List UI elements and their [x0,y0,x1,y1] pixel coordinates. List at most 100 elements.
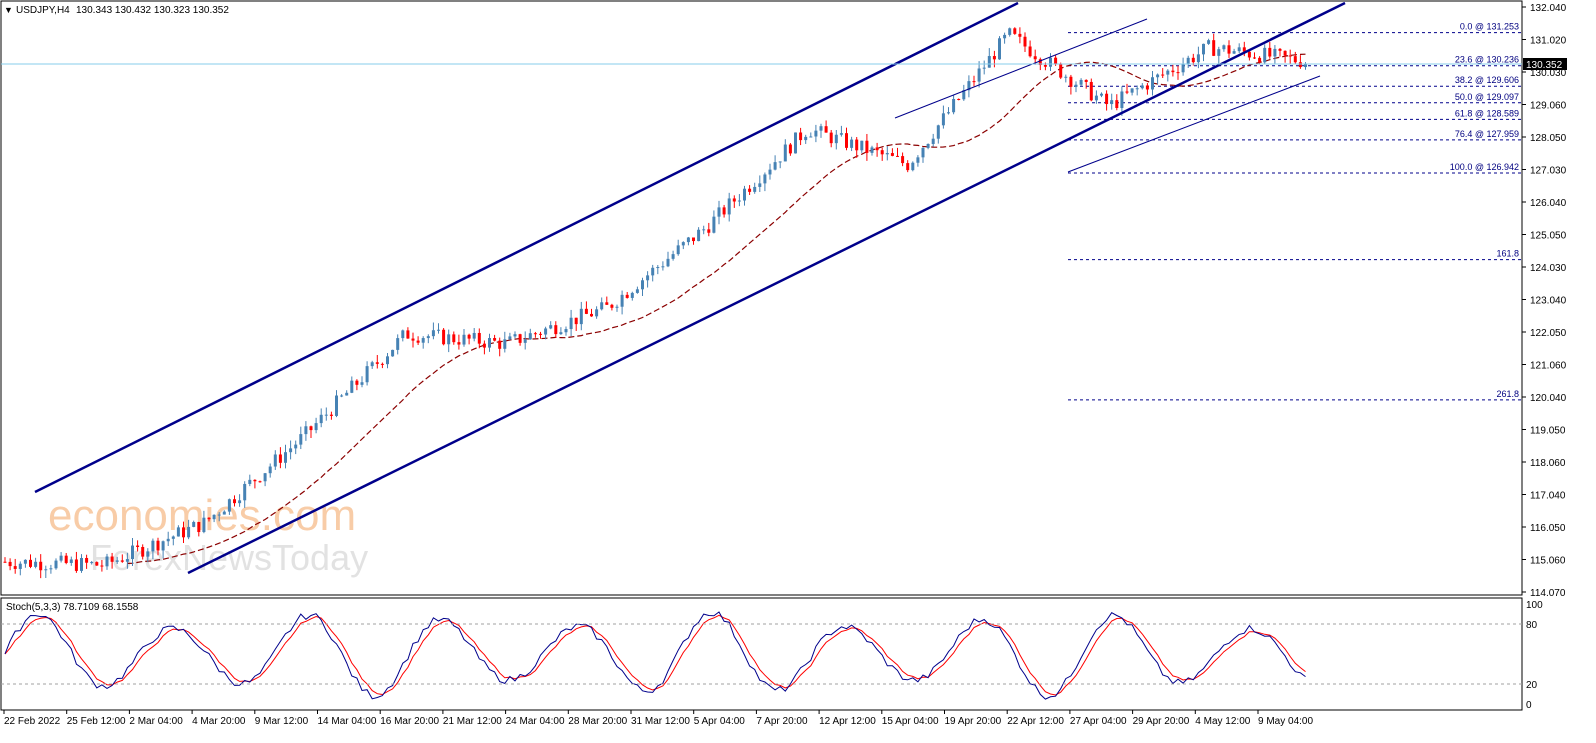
time-axis-label: 9 May 04:00 [1258,716,1313,727]
candle-body [865,140,869,153]
candle-body [80,557,83,571]
candle-body [1166,70,1170,75]
fib-level-label: 161.8 [1496,249,1519,259]
stoch-level-label: 100 [1526,600,1543,611]
candle-body [421,338,425,343]
candle-body [299,434,303,445]
candle-body [411,338,415,341]
fib-level-label: 0.0 @ 131.253 [1460,22,1519,32]
price-axis-label: 121.060 [1530,361,1567,372]
candle-body [1130,88,1134,93]
time-axis-label: 24 Mar 04:00 [506,716,565,727]
candle-body [1089,81,1093,101]
candle-body [1105,93,1109,105]
candle-body [630,292,634,298]
candle-body [105,556,109,567]
candle-body [783,144,787,162]
fib-level-label: 261.8 [1496,389,1519,399]
candle-body [528,333,532,340]
candle-body [1028,46,1032,57]
candle-body [355,380,359,385]
candle-body [692,237,695,242]
candle-body [1293,56,1297,63]
candle-body [482,343,486,348]
candle-body [59,555,63,561]
candle-body [1033,56,1037,60]
candle-body [227,499,231,512]
candle-body [875,147,879,151]
moving-average-line [127,53,1306,564]
candle-body [1207,40,1211,44]
candle-body [778,161,782,163]
candle-body [202,517,206,533]
candle-body [314,423,318,431]
candle-body [804,136,808,141]
candle-body [686,237,690,243]
candle-body [1079,79,1083,85]
candle-body [182,527,185,538]
candle-body [1120,91,1124,109]
candle-body [1038,59,1042,66]
candle-body [8,561,12,567]
time-axis-label: 29 Apr 20:00 [1133,716,1190,727]
candle-body [1171,70,1175,73]
candle-body [360,382,364,385]
candle-body [64,555,68,563]
candle-body [253,479,257,482]
candle-body [890,153,894,156]
candle-body [610,304,614,308]
candle-body [544,328,548,335]
candle-body [574,317,578,325]
candle-body [697,229,701,242]
candle-body [365,366,369,383]
header-arrow-icon: ▼ [4,5,13,15]
candle-body [1283,50,1287,56]
candle-body [29,559,32,567]
candle-body [936,125,940,139]
candle-body [151,540,155,552]
candle-body [1298,62,1302,68]
price-axis-label: 125.050 [1530,231,1567,242]
candle-body [1222,45,1226,50]
candle-body [386,356,389,365]
stoch-panel-frame [0,597,1523,711]
candle-body [233,499,236,504]
candle-body [605,302,609,305]
price-axis-label: 124.030 [1530,263,1567,274]
time-axis-label: 4 May 12:00 [1195,716,1250,727]
candle-body [289,448,293,453]
fib-level-label: 38.2 @ 129.606 [1455,75,1519,85]
candle-body [1242,47,1246,52]
time-axis-label: 12 Apr 12:00 [819,716,876,727]
price-axis-label: 118.060 [1530,458,1566,469]
candle-body [977,68,981,82]
candle-body [794,132,797,154]
candle-body [911,162,915,171]
candle-body [947,112,950,114]
candle-body [375,362,379,364]
candle-body [268,466,272,474]
candle-body [166,538,170,542]
candle-body [845,133,848,148]
candle-body [416,340,420,343]
candle-body [972,81,976,83]
price-axis-label: 122.050 [1530,328,1567,339]
candle-body [391,349,395,357]
time-axis-label: 2 Mar 04:00 [129,716,183,727]
candle-body [753,186,757,192]
candle-body [916,157,920,163]
candle-body [671,254,675,259]
candle-body [743,188,746,201]
candle-body [855,139,859,151]
candle-body [957,98,961,100]
candle-body [457,342,461,345]
time-axis-label: 19 Apr 20:00 [945,716,1002,727]
candle-body [90,562,94,564]
candle-body [850,139,854,148]
candle-body [340,395,344,397]
candle-body [982,67,986,69]
candle-body [44,569,48,571]
time-axis-label: 21 Mar 12:00 [443,716,502,727]
candle-body [49,568,53,570]
current-price-tag-text: 130.352 [1526,60,1563,71]
